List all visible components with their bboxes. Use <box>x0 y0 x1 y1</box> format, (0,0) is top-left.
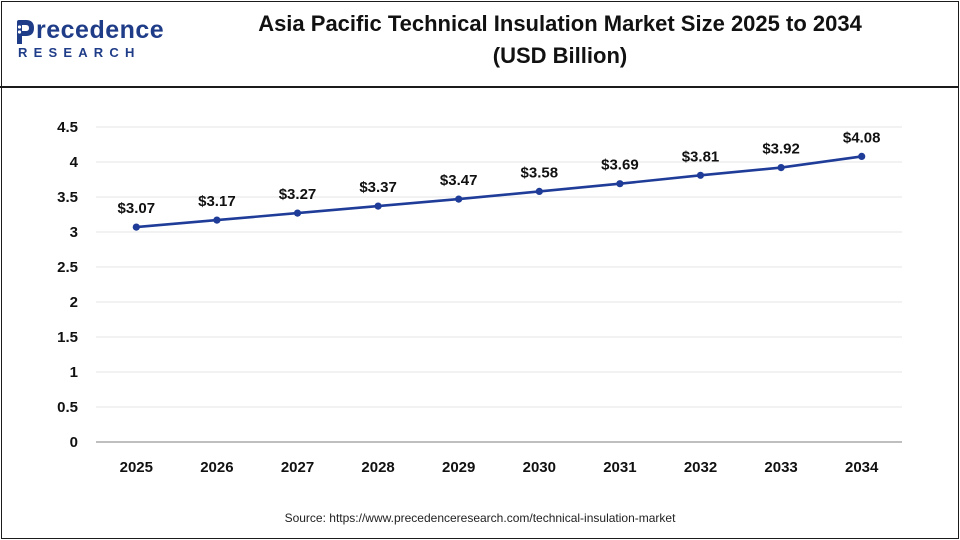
chart-title: Asia Pacific Technical Insulation Market… <box>180 8 940 72</box>
series-line-path <box>136 155 862 229</box>
x-tick-label: 2029 <box>442 459 475 476</box>
data-point <box>455 195 463 203</box>
y-tick-label: 0 <box>70 434 78 451</box>
brand-logo: recedence RESEARCH <box>16 16 166 62</box>
header: recedence RESEARCH Asia Pacific Technica… <box>0 0 958 88</box>
logo-p-icon <box>17 20 34 44</box>
logo-subtitle: RESEARCH <box>18 45 141 60</box>
data-label: $3.27 <box>279 186 317 203</box>
x-tick-label: 2028 <box>361 459 394 476</box>
axes: 0 0.5 1 1.5 2 2.5 3 3.5 4 4.5 2025 2026 2027 2028 2029… <box>57 119 902 476</box>
x-tick-label: 2034 <box>845 459 879 476</box>
x-tick-label: 2030 <box>523 459 556 476</box>
data-point <box>374 202 382 210</box>
y-tick-label: 2.5 <box>57 259 78 276</box>
series-line <box>136 155 862 229</box>
x-tick-label: 2032 <box>684 459 717 476</box>
y-tick-label: 4.5 <box>57 119 78 136</box>
x-tick-label: 2026 <box>200 459 233 476</box>
data-label: $3.37 <box>359 179 397 196</box>
chart-title-line-1: Asia Pacific Technical Insulation Market… <box>258 11 862 36</box>
x-tick-label: 2031 <box>603 459 636 476</box>
x-tick-label: 2027 <box>281 459 314 476</box>
data-labels: $3.07 $3.17 $3.27 $3.37 $3.47 $3.58 $3.69 $3.81… <box>118 129 881 217</box>
y-tick-label: 1.5 <box>57 329 78 346</box>
y-tick-label: 3.5 <box>57 189 78 206</box>
data-label: $3.47 <box>440 172 478 189</box>
data-point <box>696 171 705 179</box>
data-label: $3.69 <box>601 157 639 174</box>
x-tick-label: 2025 <box>120 459 153 476</box>
y-tick-label: 0.5 <box>57 399 78 416</box>
data-label: $3.92 <box>762 141 800 158</box>
data-point <box>616 180 624 188</box>
grid-lines <box>96 126 902 408</box>
y-tick-label: 2 <box>70 294 78 311</box>
data-label: $3.58 <box>521 164 559 181</box>
data-label: $4.08 <box>843 129 881 146</box>
logo-wordmark: recedence <box>36 16 165 44</box>
x-tick-label: 2033 <box>764 459 797 476</box>
source-note: Source: https://www.precedenceresearch.c… <box>284 511 676 525</box>
y-tick-label: 1 <box>70 364 78 381</box>
data-point <box>535 187 543 195</box>
data-points <box>132 152 866 231</box>
data-point <box>293 209 302 217</box>
y-tick-label: 3 <box>70 224 78 241</box>
data-label: $3.81 <box>682 148 720 165</box>
chart-title-line-2: (USD Billion) <box>492 43 628 68</box>
data-label: $3.07 <box>118 200 156 217</box>
data-point <box>858 152 866 160</box>
data-point <box>213 216 221 224</box>
data-label: $3.17 <box>198 193 236 210</box>
data-point <box>132 223 140 231</box>
y-tick-label: 4 <box>70 154 79 171</box>
data-point <box>777 164 785 172</box>
